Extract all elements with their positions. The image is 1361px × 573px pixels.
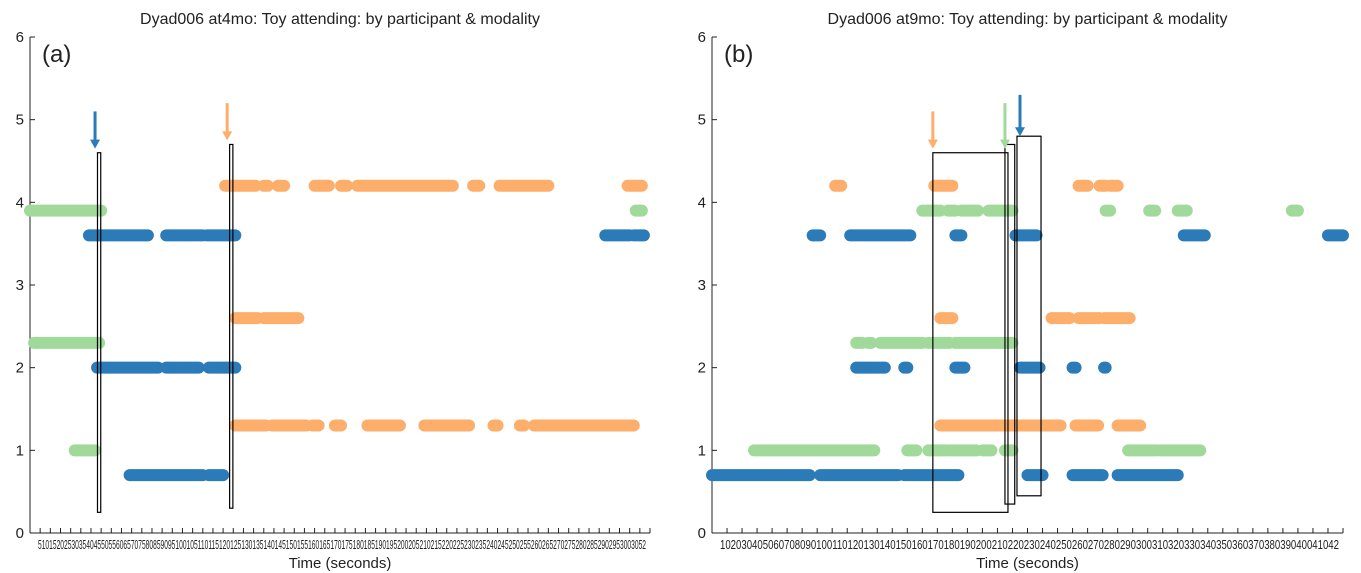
x-tick-labels: 1020304050607080901001101201301401501601… [720,537,1339,552]
y-tick-label: 4 [16,194,24,211]
arrow-head-blue [90,139,101,149]
x-axis-label: Time (seconds) [976,555,1079,572]
arrow-head-orange [927,139,938,149]
y-tick-label: 4 [698,194,706,211]
y-tick-label: 5 [16,112,24,129]
y-tick-label: 3 [698,277,706,294]
annotation-box [932,152,1009,513]
chart-title: Dyad006 at9mo: Toy attending: by partici… [828,11,1228,28]
annotation-box [96,152,102,513]
y-tick-label: 2 [698,360,706,377]
y-tick-label: 2 [16,360,24,377]
panel-b: Dyad006 at9mo: Toy attending: by partici… [698,11,1349,572]
annotation-box [1016,135,1042,497]
y-tick-label: 3 [16,277,24,294]
y-tick-label: 0 [698,525,706,542]
y-tick-label: 0 [16,525,24,542]
y-tick-label: 6 [698,29,706,46]
panel-a: Dyad006 at4mo: Toy attending: by partici… [16,11,651,572]
panel-label: (a) [42,41,71,68]
y-tick-label: 5 [698,112,706,129]
arrow-head-orange [222,131,233,141]
panel-label: (b) [724,41,753,68]
y-tick-label: 1 [16,442,24,459]
annotation-box [1004,143,1016,505]
x-tick-labels: 5101520253035404550556065707580859095100… [38,537,646,552]
arrow-head-blue [1014,127,1025,137]
y-tick-label: 6 [16,29,24,46]
annotation-box [229,143,234,509]
arrow-head-green [999,139,1010,149]
chart-title: Dyad006 at4mo: Toy attending: by partici… [140,11,540,28]
y-tick-label: 1 [698,442,706,459]
x-axis-label: Time (seconds) [289,555,392,572]
